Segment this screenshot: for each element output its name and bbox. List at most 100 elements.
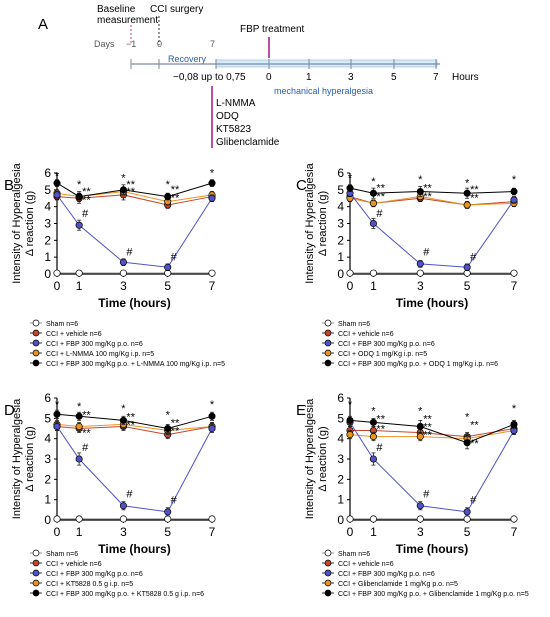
fbp-series [346,417,518,517]
data-point [164,263,172,271]
legend-entry: CCI + ODQ 1 mg/Kg i.p. n=5 [338,351,427,358]
significance-mark: ** [82,409,91,421]
legend-entry: CCI + FBP 300 mg/Kg p.o. + ODQ 1 mg/Kg i… [338,361,498,368]
legend-entry: CCI + KT5828 0.5 g i.p. n=5 [46,581,133,588]
significance-mark: # [171,252,178,264]
significance-mark: * [348,172,353,184]
significance-mark: * [512,174,517,186]
data-point [463,515,471,523]
significance-mark: ** [171,193,180,205]
significance-mark: * [465,177,470,189]
data-point [208,179,216,187]
data-point [208,412,216,420]
x-tick-label: 0 [347,525,354,539]
hours-label: Hours [452,72,479,83]
chart-panels: B 0 1 2 3 4 5 6 0 1 3 5 7 Time (hours) Intensity of Hy… [4,162,529,598]
significance-mark: ** [126,186,135,198]
data-point [75,412,83,420]
y-axis-label-units: Δ reaction (g) [24,191,36,256]
sham-series [53,269,216,277]
legend-marker [324,359,332,367]
fbp-series [53,191,216,272]
significance-mark: # [376,208,383,220]
data-point [119,269,127,277]
y-tick-label: 3 [337,217,344,231]
legend-entry: CCI + FBP 300 mg/Kg p.o. + KT5828 0.5 g … [46,591,204,598]
x-tick-label: 1 [370,279,377,293]
data-point [208,269,216,277]
data-point [416,260,424,268]
data-point [463,263,471,271]
legend-marker [32,339,40,347]
combo-series [346,415,518,450]
data-point [208,194,216,202]
y-tick-label: 0 [337,513,344,527]
significance-mark: # [126,246,133,258]
y-tick-label: 4 [337,432,344,446]
y-tick-label: 2 [44,233,51,247]
significance-mark: * [418,405,423,417]
significance-mark: * [210,399,215,411]
x-tick-label: 5 [464,525,471,539]
significance-mark: * [371,405,376,417]
legend: Sham n=6 CCI + vehicle n=6 CCI + FBP 300 m… [30,549,204,598]
y-axis-label: Intensity of Hyperalgesia [304,162,316,283]
panel-letter: D [4,402,15,419]
hyperalgesia-phase-label: mechanical hyperalgesia [274,86,373,96]
chart-panel-c: C 0 1 2 3 4 5 6 0 1 3 5 7 Time (hours) Intensity of Hy… [296,162,518,368]
surgery-label: CCI surgery [150,4,203,15]
data-point [416,515,424,523]
panel-letter: C [296,177,307,194]
significance-mark: ** [171,184,180,196]
significance-mark: * [348,399,353,411]
legend-marker [324,579,332,587]
data-point [416,269,424,277]
sham-series [53,515,216,523]
x-tick-label: 7 [511,525,518,539]
data-point [463,201,471,209]
legend-marker [32,549,40,557]
drug-glibenclamide: Glibenclamide [216,137,280,148]
y-tick-label: 5 [44,411,51,425]
legend-entry: CCI + vehicle n=6 [338,561,394,568]
legend-entry: CCI + FBP 300 mg/Kg p.o. n=6 [46,571,143,578]
significance-mark: * [512,403,517,415]
y-tick-label: 1 [337,250,344,264]
significance-mark: ** [376,424,385,436]
significance-mark: ** [376,191,385,203]
significance-mark: ** [171,417,180,429]
drug-lnmma: L-NMMA [216,98,256,109]
significance-mark: ** [126,420,135,432]
sham-series [346,515,518,523]
significance-mark: ** [470,193,479,205]
baseline-label-line2: measurement [97,15,158,26]
data-point [510,420,518,428]
significance-mark: * [121,172,126,184]
data-point [346,431,354,439]
sham-series [346,269,518,277]
y-tick-label: 0 [44,513,51,527]
series-line [56,426,213,513]
data-point [369,418,377,426]
y-axis-label: Intensity of Hyperalgesia [11,398,23,519]
data-point [510,196,518,204]
data-point [164,193,172,201]
data-point [53,410,61,418]
legend-marker [324,329,332,337]
x-tick-label: 3 [417,279,424,293]
legend-marker [32,329,40,337]
fbp-series [346,189,518,272]
legend-marker [324,549,332,557]
y-tick-label: 1 [337,493,344,507]
legend-entry: CCI + FBP 300 mg/Kg p.o. n=6 [338,571,435,578]
hour-tick-7: 7 [433,72,439,83]
significance-mark: * [77,179,82,191]
x-tick-label: 0 [347,279,354,293]
data-point [164,515,172,523]
data-point [510,515,518,523]
significance-mark: # [82,208,89,220]
data-point [416,187,424,196]
significance-mark: * [55,399,60,411]
legend-marker [32,349,40,357]
